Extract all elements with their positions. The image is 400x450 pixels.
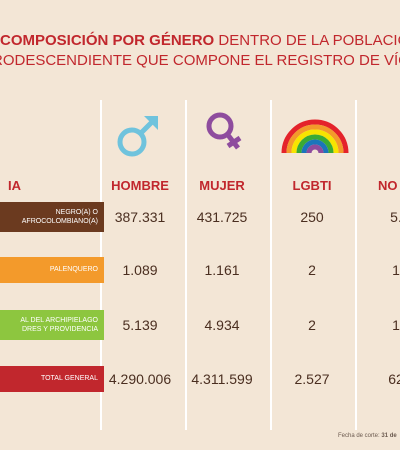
cell-value: 431.725 <box>196 209 248 225</box>
cell-value: 5. <box>390 209 400 225</box>
cell-value: 62 <box>388 371 400 387</box>
footer-date: 31 de <box>381 433 397 439</box>
row-label: PALENQUERO <box>0 257 104 283</box>
cell-value: 4.934 <box>204 317 240 333</box>
column-header: NO IN <box>377 178 400 193</box>
cell-value: 2 <box>308 317 316 333</box>
cell-value: 387.331 <box>114 209 166 225</box>
row-label: TOTAL GENERAL <box>0 366 104 392</box>
female-icon <box>206 112 242 150</box>
male-icon <box>117 116 158 157</box>
column-header: IA <box>8 178 21 193</box>
cell-value: 250 <box>300 209 324 225</box>
column-divider <box>185 100 187 430</box>
cell-value: 4.290.006 <box>108 371 172 387</box>
footer: Fecha de corte: 31 de <box>338 433 397 439</box>
cell-value: 1 <box>392 317 400 333</box>
row-label: AL DEL ARCHIPIELAGO DRES Y PROVIDENCIA <box>0 310 104 340</box>
cell-value: 1 <box>392 262 400 278</box>
column-header: MUJER <box>199 178 245 193</box>
footer-label: Fecha de corte: <box>338 433 382 439</box>
title-rest: DENTRO DE LA POBLACIÓN <box>214 32 400 49</box>
cell-value: 2.527 <box>294 371 330 387</box>
column-header: LGBTI <box>292 178 332 193</box>
column-divider <box>270 100 272 430</box>
column-divider <box>355 100 357 430</box>
row-label: NEGRO(A) O AFROCOLOMBIANO(A) <box>0 202 104 232</box>
column-header: HOMBRE <box>111 178 169 193</box>
cell-value: 5.139 <box>122 317 158 333</box>
title-line-2: RODESCENDIENTE QUE COMPONE EL REGISTRO D… <box>0 52 400 69</box>
title-line-1: COMPOSICIÓN POR GÉNERO DENTRO DE LA POBL… <box>0 32 400 49</box>
cell-value: 1.161 <box>204 262 240 278</box>
title-bold: COMPOSICIÓN POR GÉNERO <box>0 32 215 49</box>
cell-value: 2 <box>308 262 316 278</box>
cell-value: 1.089 <box>122 262 158 278</box>
rainbow-icon <box>281 119 349 154</box>
cell-value: 4.311.599 <box>191 371 253 387</box>
